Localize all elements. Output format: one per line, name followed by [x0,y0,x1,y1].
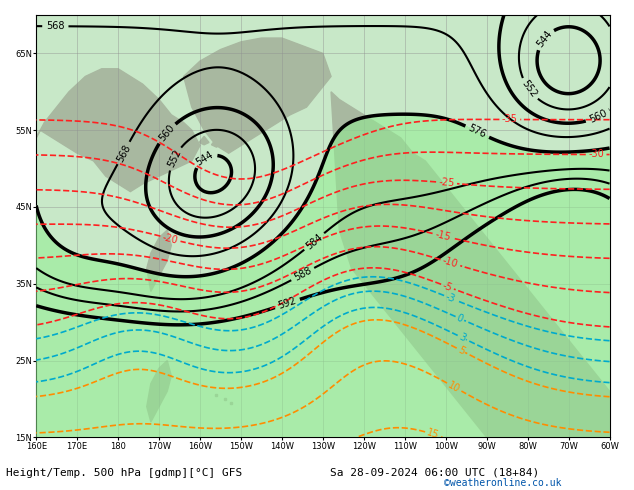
Text: 552: 552 [165,148,183,169]
Polygon shape [106,115,131,169]
Text: 3: 3 [457,332,467,343]
Text: 576: 576 [467,123,488,140]
Polygon shape [146,230,171,292]
Text: 588: 588 [292,265,313,283]
Text: 544: 544 [195,149,216,168]
Text: -35: -35 [502,115,518,124]
Polygon shape [199,136,209,145]
Text: 584: 584 [304,232,325,251]
Text: ©weatheronline.co.uk: ©weatheronline.co.uk [444,478,561,488]
Text: 15: 15 [426,428,441,441]
Text: 10: 10 [446,380,462,394]
Text: 560: 560 [157,123,176,144]
Text: -30: -30 [588,149,604,160]
Text: -15: -15 [434,229,451,243]
Text: 5: 5 [456,344,466,356]
Polygon shape [36,69,200,192]
Text: Height/Temp. 500 hPa [gdmp][°C] GFS: Height/Temp. 500 hPa [gdmp][°C] GFS [6,468,243,478]
Text: 544: 544 [534,28,554,49]
Polygon shape [224,143,233,151]
Polygon shape [174,143,184,151]
Text: 552: 552 [519,79,538,100]
Polygon shape [331,92,609,438]
Text: 0: 0 [455,313,465,324]
Text: Sa 28-09-2024 06:00 UTC (18+84): Sa 28-09-2024 06:00 UTC (18+84) [330,468,539,478]
Polygon shape [212,139,221,147]
Text: 560: 560 [588,108,609,125]
Text: 568: 568 [115,143,133,164]
Text: -20: -20 [162,232,179,245]
Text: -25: -25 [438,177,455,189]
Polygon shape [184,38,331,153]
Text: 568: 568 [46,21,65,31]
Text: -3: -3 [444,292,456,304]
Polygon shape [146,361,171,422]
Text: -10: -10 [441,256,460,270]
Text: 592: 592 [277,296,298,311]
Polygon shape [187,139,197,147]
Text: -5: -5 [441,280,454,293]
